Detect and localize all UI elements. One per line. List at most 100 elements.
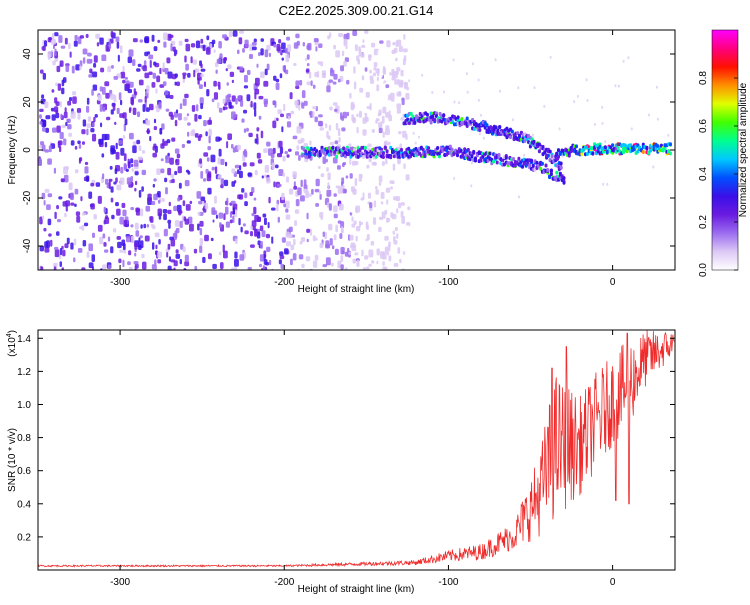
heatmap-cell [396, 208, 399, 214]
heatmap-cell [122, 65, 125, 74]
heatmap-cell [193, 69, 196, 78]
heatmap-cell [137, 63, 142, 67]
heatmap-cell [82, 57, 86, 64]
heatmap-cell [72, 96, 77, 104]
heatmap-cell [115, 151, 120, 160]
heatmap-cell [156, 75, 161, 83]
heatmap-cell [333, 213, 338, 219]
heatmap-cell [397, 247, 401, 254]
heatmap-cell [111, 149, 116, 154]
heatmap-cell [382, 131, 385, 138]
heatmap-cell [540, 161, 544, 166]
heatmap-cell [77, 112, 81, 120]
heatmap-cell [73, 257, 76, 263]
heatmap-cell [351, 216, 354, 222]
heatmap-cell [575, 144, 578, 149]
heatmap-cell [345, 45, 348, 50]
heatmap-cell [152, 242, 155, 250]
heatmap-cell [168, 34, 174, 38]
heatmap-cell [199, 245, 203, 253]
heatmap-cell [124, 118, 128, 126]
heatmap-cell [531, 133, 534, 137]
heatmap-cell [406, 222, 411, 227]
heatmap-cell [59, 60, 64, 67]
heatmap-cell [559, 165, 563, 170]
heatmap-cell [207, 171, 212, 178]
heatmap-cell [203, 120, 207, 127]
heatmap-cell [119, 249, 124, 253]
heatmap-cell [285, 54, 290, 63]
heatmap-cell [251, 212, 255, 217]
heatmap-cell [184, 180, 190, 187]
heatmap-cell [189, 200, 193, 205]
heatmap-cell [67, 100, 72, 106]
heatmap-cell [105, 92, 110, 99]
heatmap-cell [326, 85, 331, 93]
heatmap-cell [312, 260, 318, 268]
heatmap-cell [116, 208, 121, 216]
heatmap-cell [378, 127, 383, 134]
heatmap-cell [222, 34, 227, 39]
heatmap-cell [387, 135, 391, 142]
heatmap-cell [88, 74, 92, 78]
heatmap-cell [239, 170, 243, 179]
heatmap-cell [371, 42, 376, 48]
heatmap-cell [42, 72, 46, 80]
heatmap-cell [47, 158, 52, 165]
heatmap-cell [239, 30, 244, 34]
heatmap-cell [537, 149, 541, 154]
heatmap-cell [281, 57, 284, 61]
spectrogram-x-tick-label: -100 [438, 277, 458, 288]
heatmap-cell [398, 131, 402, 135]
heatmap-cell [226, 141, 229, 149]
heatmap-cell [70, 111, 76, 119]
heatmap-cell [622, 59, 625, 63]
heatmap-cell [305, 57, 308, 62]
heatmap-cell [100, 122, 103, 128]
heatmap-cell [517, 86, 520, 90]
heatmap-cell [44, 247, 50, 253]
heatmap-cell [115, 142, 118, 150]
heatmap-cell [198, 200, 203, 205]
heatmap-cell [286, 121, 292, 128]
heatmap-cell [362, 129, 367, 136]
heatmap-cell [76, 108, 82, 113]
heatmap-cell [253, 102, 257, 111]
heatmap-cell [174, 220, 180, 227]
heatmap-cell [332, 157, 338, 164]
heatmap-cell [485, 123, 489, 128]
heatmap-cell [460, 117, 464, 121]
heatmap-cell [92, 123, 95, 127]
heatmap-cell [68, 43, 71, 50]
heatmap-cell [297, 187, 302, 196]
heatmap-cell [392, 230, 395, 235]
heatmap-cell [400, 210, 404, 218]
heatmap-cell [387, 244, 391, 252]
heatmap-cell [543, 150, 547, 155]
heatmap-cell [290, 258, 293, 266]
heatmap-cell [139, 235, 143, 239]
heatmap-cell [349, 92, 352, 99]
heatmap-cell [302, 42, 305, 47]
heatmap-cell [557, 154, 560, 159]
heatmap-cell [219, 53, 223, 59]
heatmap-cell [319, 212, 324, 218]
heatmap-cell [472, 62, 474, 66]
heatmap-cell [294, 220, 297, 227]
heatmap-cell [237, 49, 240, 55]
heatmap-cell [283, 103, 286, 112]
heatmap-cell [208, 135, 211, 144]
heatmap-cell [229, 71, 235, 77]
heatmap-cell [222, 244, 225, 253]
heatmap-cell [50, 39, 56, 45]
heatmap-cell [306, 238, 309, 243]
heatmap-cell [315, 237, 318, 241]
heatmap-cell [364, 255, 369, 260]
heatmap-cell [288, 148, 292, 152]
heatmap-cell [282, 155, 286, 162]
heatmap-cell [211, 207, 216, 215]
heatmap-cell [147, 193, 152, 202]
heatmap-cell [395, 140, 399, 147]
heatmap-cell [301, 90, 306, 99]
heatmap-cell [288, 226, 293, 233]
